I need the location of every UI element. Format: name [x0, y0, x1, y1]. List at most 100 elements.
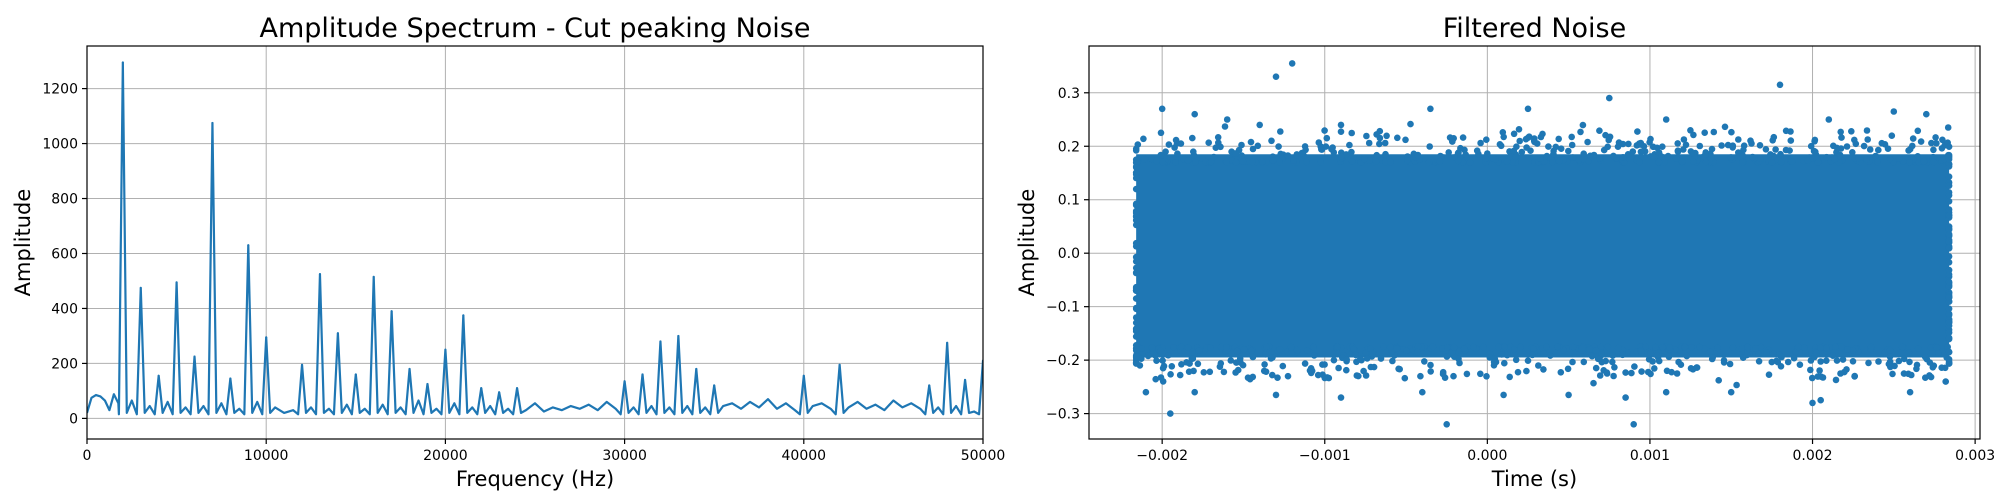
- scatter-point: [1944, 124, 1952, 131]
- scatter-point: [1514, 368, 1522, 376]
- scatter-point: [1287, 343, 1295, 351]
- outlier-point: [1906, 388, 1914, 396]
- scatter-point: [1945, 160, 1953, 168]
- outlier-point: [1142, 388, 1150, 396]
- scatter-point: [1763, 349, 1770, 356]
- scatter-point: [1661, 159, 1668, 166]
- x-axis-label: Frequency (Hz): [456, 467, 614, 491]
- scatter-point: [1554, 343, 1561, 351]
- scatter-point: [1545, 143, 1552, 150]
- axes-frame: [86, 45, 984, 440]
- scatter-point: [1515, 126, 1523, 133]
- scatter-point: [1655, 158, 1663, 166]
- scatter-point: [1132, 333, 1140, 340]
- scatter-point: [1153, 157, 1160, 165]
- outlier-point: [1622, 394, 1629, 401]
- scatter-point: [1537, 155, 1544, 162]
- scatter-point: [1813, 349, 1820, 357]
- scatter-point: [1768, 159, 1776, 166]
- scatter-point: [1236, 355, 1244, 362]
- scatter-point: [1804, 157, 1812, 164]
- scatter-point: [1293, 152, 1301, 159]
- chart-1: 0 10000 20000 30000 40000 50000 0 200 400 600 800 1…: [11, 13, 1005, 491]
- x-tick-label: 40000: [782, 448, 827, 464]
- scatter-point: [1267, 355, 1275, 362]
- scatter-point: [1945, 334, 1953, 342]
- scatter-point: [1177, 140, 1185, 147]
- scatter-point: [1604, 343, 1612, 351]
- scatter-point: [1220, 368, 1228, 376]
- outlier-point: [1272, 391, 1280, 399]
- peak-point: [677, 334, 680, 337]
- outlier-point: [1272, 73, 1280, 80]
- scatter-point: [1930, 158, 1938, 166]
- scatter-point: [1206, 368, 1214, 376]
- scatter-point: [1875, 146, 1882, 154]
- scatter-point: [1501, 359, 1508, 367]
- scatter-point: [1501, 343, 1509, 351]
- scatter-point: [1482, 155, 1489, 162]
- scatter-point: [1749, 153, 1756, 161]
- scatter-point: [1348, 148, 1355, 156]
- scatter-point: [1772, 146, 1779, 153]
- scatter-point: [1938, 145, 1946, 152]
- scatter-point: [1337, 128, 1345, 135]
- scatter-point: [1132, 216, 1140, 224]
- series-line: [87, 61, 983, 416]
- scatter-point: [1578, 344, 1586, 352]
- scatter-point: [1269, 157, 1277, 164]
- scatter-point: [1148, 344, 1156, 352]
- scatter-point: [1338, 153, 1345, 160]
- scatter-point: [1838, 343, 1845, 351]
- scatter-point: [1926, 372, 1933, 379]
- scatter-point: [1523, 367, 1530, 375]
- scatter-point: [1372, 158, 1380, 165]
- scatter-point: [1735, 149, 1742, 156]
- scatter-point: [1580, 358, 1588, 366]
- scatter-point: [1132, 325, 1140, 333]
- y-tick-label: 0.2: [1058, 139, 1080, 155]
- scatter-point: [1484, 150, 1491, 157]
- scatter-point: [1935, 350, 1942, 357]
- scatter-point: [1851, 136, 1858, 144]
- scatter-point: [1614, 344, 1622, 352]
- scatter-point: [1839, 356, 1847, 363]
- scatter-point: [1235, 146, 1243, 154]
- scatter-point: [1872, 152, 1879, 160]
- scatter-point: [1565, 147, 1572, 155]
- scatter-point: [1138, 355, 1145, 363]
- scatter-point: [1511, 346, 1518, 353]
- scatter-point: [1159, 158, 1167, 166]
- scatter-point: [1650, 153, 1657, 160]
- scatter-point: [1696, 142, 1704, 150]
- outlier-point: [1158, 105, 1166, 113]
- chart-title: Filtered Noise: [1443, 13, 1627, 44]
- scatter-point: [1945, 278, 1953, 286]
- scatter-point: [1479, 343, 1487, 351]
- scatter-point: [1439, 370, 1447, 378]
- scatter-point: [1473, 147, 1481, 154]
- scatter-point: [1483, 136, 1490, 143]
- scatter-point: [1284, 152, 1292, 159]
- scatter-point: [1381, 139, 1389, 147]
- scatter-point: [1348, 129, 1355, 137]
- outlier-point: [1662, 116, 1670, 123]
- scatter-point: [1233, 347, 1241, 355]
- dense-point-band: [1136, 154, 1950, 358]
- scatter-point: [1367, 363, 1375, 371]
- scatter-point: [1900, 355, 1908, 363]
- scatter-point: [1262, 368, 1270, 376]
- scatter-point: [1620, 159, 1628, 166]
- scatter-point: [1366, 157, 1373, 164]
- scatter-point: [1895, 155, 1903, 162]
- scatter-point: [1315, 139, 1323, 146]
- scatter-point: [1739, 159, 1746, 166]
- scatter-point: [1274, 374, 1281, 382]
- scatter-point: [1603, 369, 1611, 376]
- peak-point: [516, 387, 519, 390]
- y-tick-label: −0.3: [1046, 407, 1080, 423]
- scatter-point: [1407, 120, 1414, 128]
- scatter-point: [1361, 155, 1368, 163]
- scatter-point: [1506, 373, 1513, 381]
- scatter-point: [1443, 353, 1451, 360]
